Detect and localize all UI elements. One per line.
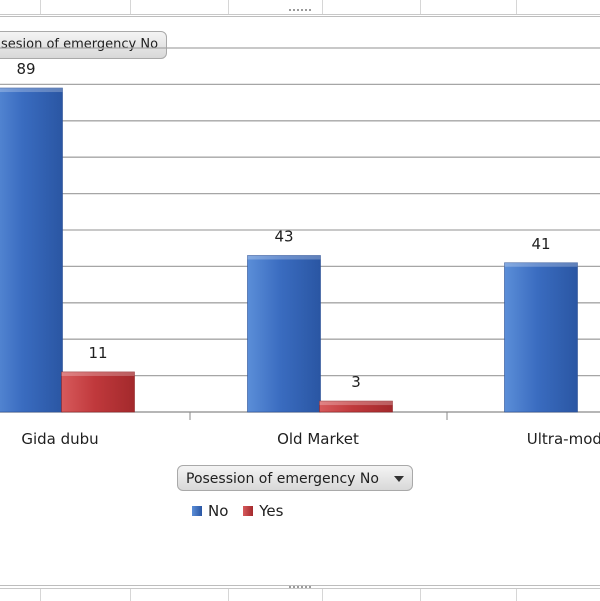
field-button-label: Posession of emergency No	[186, 471, 379, 487]
dropdown-arrow-icon[interactable]	[394, 476, 404, 482]
data-label-no-2: 41	[531, 235, 550, 253]
legend-swatch-no	[192, 506, 202, 516]
bar-sheen	[319, 401, 393, 406]
data-labels: 89 43 41 11 3	[16, 60, 550, 391]
legend-label-yes: Yes	[259, 502, 284, 520]
sheet-column-line	[322, 589, 323, 601]
sheet-column-line	[228, 589, 229, 601]
bar-no-0[interactable]	[0, 87, 63, 413]
category-labels: Gida dubu Old Market Ultra-moderr	[21, 430, 600, 448]
bar-yes-0[interactable]	[61, 371, 135, 413]
sheet-column-line	[130, 589, 131, 601]
legend-item-no: No	[192, 502, 228, 520]
chart-resize-handle-bottom[interactable]	[288, 585, 312, 590]
bar-sheen	[504, 262, 578, 267]
spreadsheet-bottom-strip	[0, 588, 600, 601]
legend: No Yes	[192, 502, 293, 522]
spreadsheet-top-strip	[0, 0, 600, 15]
category-label-0: Gida dubu	[21, 430, 98, 448]
legend-label-no: No	[208, 502, 229, 520]
legend-swatch-yes	[243, 506, 254, 516]
sheet-column-line	[228, 0, 229, 14]
field-button-posession[interactable]: Posession of emergency No	[177, 465, 413, 491]
sheet-column-line	[322, 0, 323, 14]
chart-resize-handle-top[interactable]	[288, 8, 312, 13]
sheet-column-line	[516, 0, 517, 14]
bar-sheen	[0, 88, 63, 93]
category-label-1: Old Market	[277, 430, 359, 448]
bars	[0, 87, 578, 413]
category-label-2: Ultra-moderr	[527, 430, 600, 448]
bar-yes-1[interactable]	[319, 400, 393, 413]
sheet-column-line	[516, 589, 517, 601]
data-label-no-1: 43	[274, 227, 293, 245]
bar-sheen	[61, 371, 135, 376]
bar-no-1[interactable]	[247, 255, 321, 413]
sheet-column-line	[40, 0, 41, 14]
sheet-column-line	[420, 0, 421, 14]
bar-no-2[interactable]	[504, 262, 578, 413]
sheet-column-line	[130, 0, 131, 14]
data-label-yes-0: 11	[88, 344, 107, 362]
sheet-column-line	[420, 589, 421, 601]
sheet-column-line	[40, 589, 41, 601]
data-label-no-0: 89	[16, 60, 35, 78]
data-label-yes-1: 3	[351, 373, 361, 391]
legend-item-yes: Yes	[243, 502, 283, 520]
bar-sheen	[247, 255, 321, 260]
